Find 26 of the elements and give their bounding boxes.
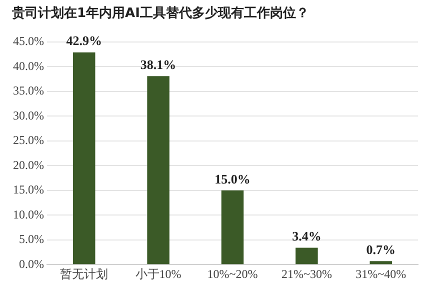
data-label: 38.1% bbox=[140, 56, 176, 72]
y-tick-label: 30.0% bbox=[12, 108, 44, 122]
y-tick-label: 20.0% bbox=[12, 158, 44, 172]
y-tick-label: 25.0% bbox=[12, 133, 44, 148]
y-tick-label: 10.0% bbox=[12, 207, 44, 222]
x-tick-label: 暂无计划 bbox=[60, 266, 108, 281]
x-tick-label: 31%~40% bbox=[356, 266, 406, 281]
bar bbox=[370, 261, 392, 264]
data-label: 0.7% bbox=[366, 242, 396, 257]
data-label: 3.4% bbox=[292, 228, 322, 244]
y-tick-label: 15.0% bbox=[12, 182, 44, 197]
x-tick-label: 小于10% bbox=[135, 266, 182, 281]
y-tick-label: 5.0% bbox=[18, 232, 44, 246]
y-tick-label: 40.0% bbox=[12, 58, 44, 73]
bar bbox=[221, 190, 244, 264]
y-tick-label: 45.0% bbox=[12, 34, 44, 48]
bar bbox=[72, 52, 96, 264]
y-tick-label: 35.0% bbox=[12, 84, 44, 98]
y-tick-label: 0.0% bbox=[18, 256, 44, 271]
bar bbox=[296, 248, 318, 264]
bar bbox=[147, 76, 170, 264]
x-tick-label: 21%~30% bbox=[281, 266, 332, 281]
data-label: 15.0% bbox=[214, 171, 250, 186]
x-tick-label: 10%~20% bbox=[207, 266, 258, 281]
chart-title: 贵司计划在1年内用AI工具替代多少现有工作岗位？ bbox=[12, 4, 309, 22]
data-label: 42.9% bbox=[66, 33, 102, 48]
